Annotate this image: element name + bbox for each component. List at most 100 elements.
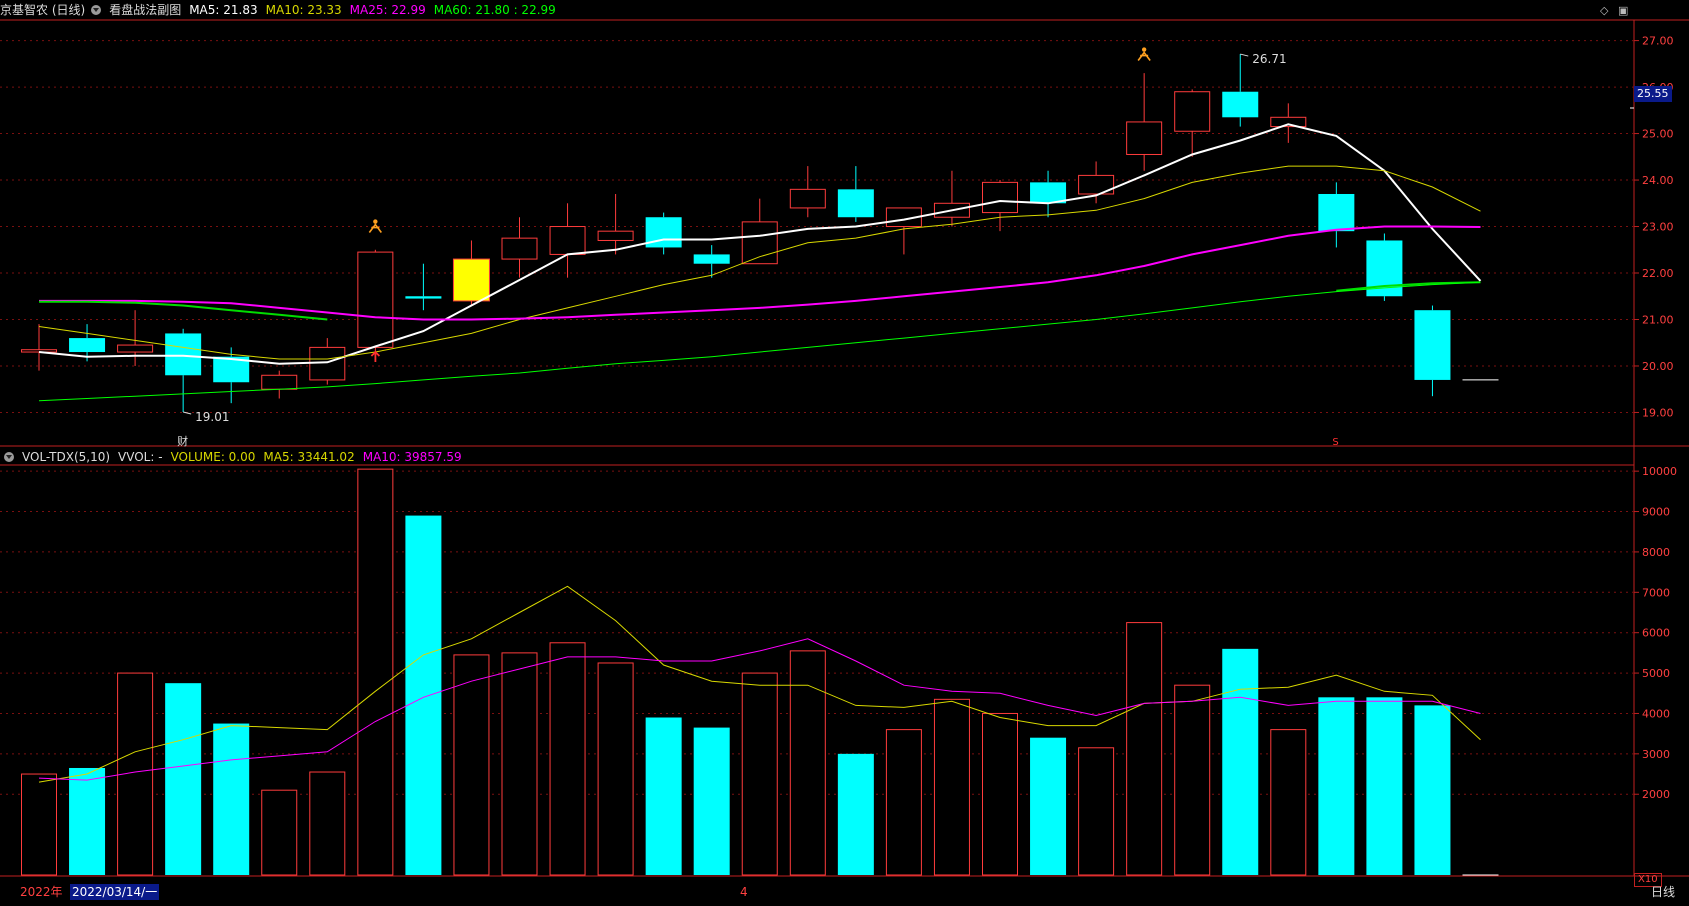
volume-bar-down (1222, 648, 1259, 875)
candle-body-up (982, 181, 1018, 214)
volume-bar-down (405, 515, 442, 875)
candle-body-down (405, 296, 442, 299)
volume-bar-up (933, 698, 970, 876)
period-label[interactable]: 日线 (1651, 885, 1676, 899)
volume-tick-label: 7000 (1642, 586, 1670, 599)
diamond-icon[interactable]: ◇ (1600, 4, 1609, 17)
signal-figure-head (373, 219, 378, 224)
ma25-readout: MA25: 22.99 (349, 3, 426, 17)
price-tick-label: 23.00 (1642, 221, 1674, 234)
candle-body-up (501, 237, 538, 260)
volume-bar-up (501, 652, 538, 876)
volume-ma-ma10 (38, 638, 1481, 781)
ma-line-ma60 (38, 281, 1481, 402)
candle-body-up (1174, 91, 1211, 132)
candle-body-down (1030, 182, 1067, 204)
candle-body-up (117, 344, 154, 353)
volume-bar-up (357, 468, 394, 876)
multiplier-box[interactable]: X10 (1634, 873, 1662, 887)
candle-body-up (1078, 174, 1115, 195)
candle-body-down (69, 338, 106, 353)
volume-bar-up (982, 712, 1018, 876)
high-price-label: 26.71 (1252, 52, 1286, 66)
candle-body-down (165, 333, 202, 376)
volume-tick-label: 3000 (1642, 748, 1670, 761)
volume-bar-down (837, 753, 874, 875)
signal-figure-icon (1137, 51, 1151, 62)
finance-mark: 财 (177, 434, 188, 448)
volume-bar-down (1318, 697, 1355, 875)
signal-figure-head (1141, 47, 1147, 52)
volume-bar-up (1270, 729, 1307, 876)
candle-body-down (693, 254, 730, 264)
volume-bar-up (309, 771, 346, 876)
price-tick-label: 27.00 (1642, 35, 1674, 48)
buy-arrow-icon (370, 350, 381, 363)
price-tick-label: 21.00 (1642, 313, 1674, 326)
stock-name[interactable]: 京基智农 (日线) (0, 3, 86, 17)
candle-body-up (261, 374, 298, 390)
volume-tick-label: 5000 (1642, 667, 1670, 680)
vol-ma10-readout: MA10: 39857.59 (362, 450, 462, 464)
volume-bar-down (69, 767, 106, 875)
volume-ma-ma5 (38, 585, 1481, 783)
price-tick-label: 24.00 (1642, 174, 1674, 187)
volume-bar-up (597, 662, 634, 876)
volume-bar-down (213, 723, 250, 875)
volume-tick-label: 8000 (1642, 546, 1670, 559)
candle-body-up (885, 207, 922, 228)
ma-line-ma25 (39, 225, 1481, 321)
price-tick-label: 19.00 (1642, 406, 1674, 419)
volume-bar-down (1414, 705, 1451, 875)
indicator-name[interactable]: 看盘战法副图 (109, 3, 182, 17)
candle-body-down (1318, 193, 1355, 232)
vol-ma5-readout: MA5: 33441.02 (263, 450, 355, 464)
candle-body-up (357, 251, 394, 348)
high-pointer (1240, 53, 1249, 57)
ma-line-ma10 (38, 165, 1481, 360)
candle-body-up (21, 349, 57, 353)
volume-bar-up (741, 672, 778, 876)
volume-bar-up (261, 789, 298, 876)
volume-tick-label: 10000 (1642, 465, 1677, 478)
candle-body-yellow (452, 258, 490, 302)
window-icon[interactable]: ▣ (1618, 4, 1629, 17)
price-tick-label: 22.00 (1642, 267, 1674, 280)
price-header: 京基智农 (日线) 看盘战法副图 MA5: 21.83 MA10: 23.33 MA25… (0, 0, 564, 20)
volume-bar-down (1030, 737, 1067, 875)
candle-body-up (549, 226, 586, 255)
price-tick-label: 20.00 (1642, 360, 1674, 373)
ma60-readout: MA60: 21.80 : 22.99 (433, 3, 556, 17)
vvol-readout: VVOL: - (118, 450, 163, 464)
volume-bar-up (1126, 622, 1163, 876)
candle-body-up (789, 188, 826, 209)
ma5-readout: MA5: 21.83 (189, 3, 258, 17)
low-price-label: 19.01 (195, 410, 229, 424)
year-label: 2022年 (20, 885, 63, 899)
volume-tick-label: 4000 (1642, 707, 1670, 720)
candle-body-up (1270, 116, 1307, 128)
candle-body-down (1222, 91, 1259, 118)
dropdown-icon[interactable] (91, 5, 102, 15)
volume-bar-up (789, 650, 826, 876)
month-marker: 4 (740, 885, 748, 899)
volume-dropdown-icon[interactable] (4, 452, 14, 462)
volume-indicator-name[interactable]: VOL-TDX(5,10) (22, 450, 111, 464)
candle-body-up (741, 221, 778, 265)
volume-bar-down (1366, 697, 1403, 875)
low-pointer (183, 411, 192, 415)
price-tick-label: 25.00 (1642, 128, 1674, 141)
volume-bar-down (645, 717, 682, 875)
volume-bar-down (693, 727, 730, 875)
candle-body-up (597, 230, 634, 241)
volume-bar-up (1174, 684, 1211, 876)
candle-body-up (309, 346, 346, 381)
volume-bar-up (1078, 747, 1115, 876)
ma10-readout: MA10: 23.33 (265, 3, 342, 17)
volume-readout: VOLUME: 0.00 (170, 450, 256, 464)
volume-bar-up (885, 729, 922, 876)
candle-body-down (1414, 310, 1451, 380)
volume-header: VOL-TDX(5,10) VVOL: - VOLUME: 0.00 MA5: 334… (0, 447, 470, 467)
